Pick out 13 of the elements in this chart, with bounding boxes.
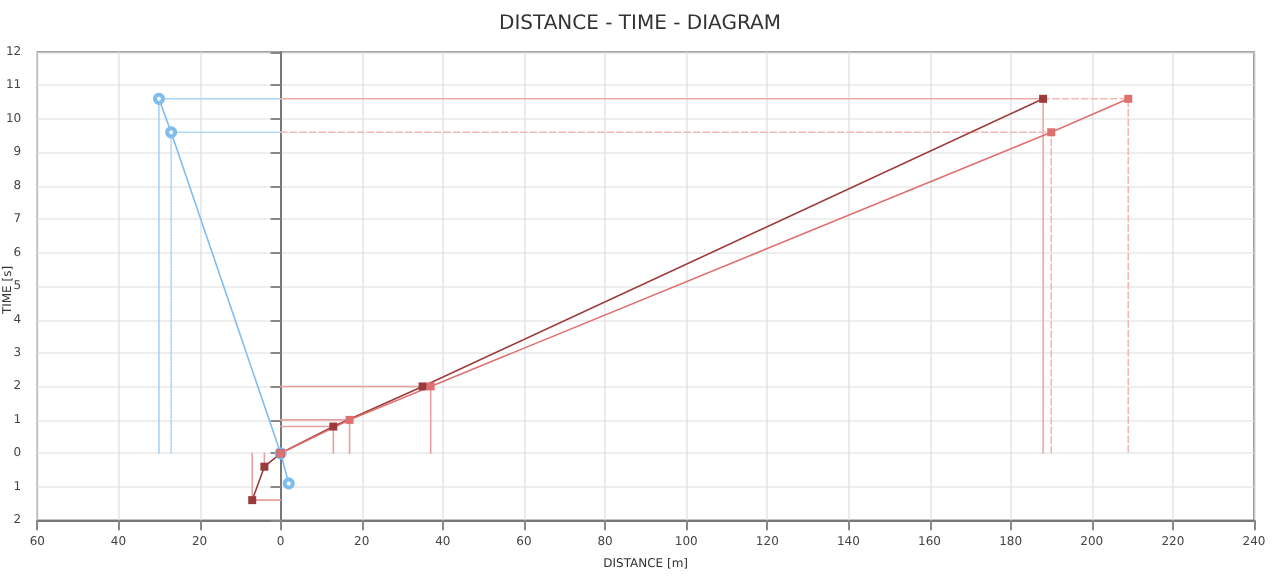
point: [1047, 128, 1056, 137]
chart-title: DISTANCE - TIME - DIAGRAM: [499, 13, 781, 35]
point: [152, 92, 165, 105]
point: [329, 422, 338, 431]
point: [426, 382, 435, 391]
point: [165, 126, 178, 139]
point: [282, 477, 295, 490]
point: [345, 415, 354, 424]
point: [1039, 94, 1048, 103]
point: [260, 462, 269, 471]
point: [418, 382, 427, 391]
point: [1124, 94, 1133, 103]
point: [248, 496, 257, 505]
